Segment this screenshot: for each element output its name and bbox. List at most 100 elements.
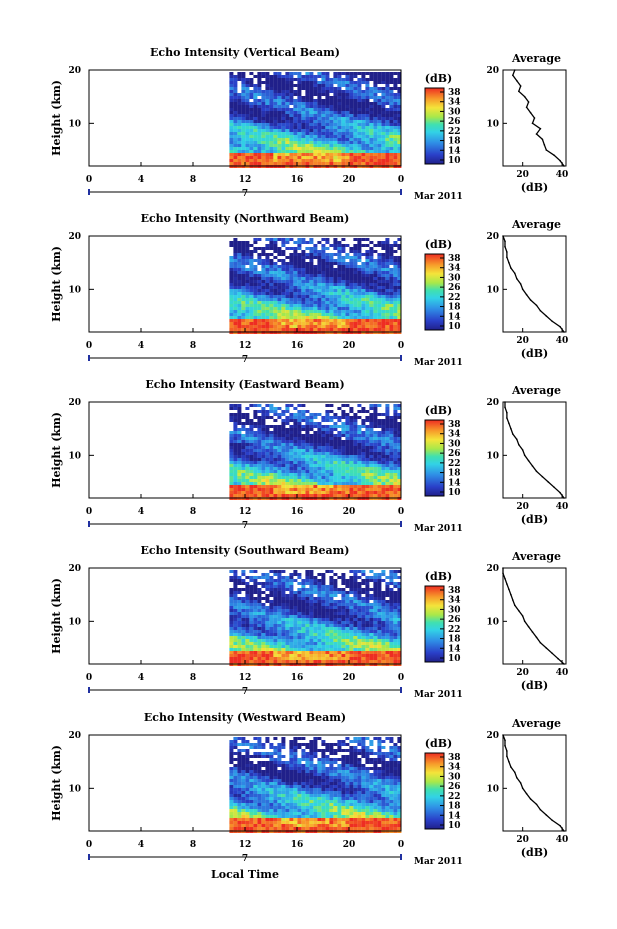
heatmap-cell [265, 93, 270, 96]
heatmap-cell [301, 446, 306, 449]
heatmap-cell [241, 280, 246, 283]
heatmap-cell [261, 283, 266, 286]
heatmap-cell [289, 141, 294, 144]
heatmap-cell [313, 612, 318, 615]
heatmap-cell [321, 99, 326, 102]
heatmap-cell [249, 633, 254, 636]
heatmap-cell [349, 150, 354, 153]
heatmap-cell [269, 476, 274, 479]
heatmap-cell [353, 325, 358, 328]
heatmap-cell [285, 654, 290, 657]
heatmap-cell [305, 488, 310, 491]
heatmap-cell [249, 576, 254, 579]
heatmap-cell [317, 141, 322, 144]
heatmap-cell [281, 624, 286, 627]
heatmap-cell [253, 603, 258, 606]
heatmap-cell [245, 325, 250, 328]
heatmap-cell [381, 476, 386, 479]
heatmap-cell [369, 458, 374, 461]
heatmap-cell [381, 286, 386, 289]
heatmap-cell [253, 156, 258, 159]
heatmap-cell [237, 93, 242, 96]
heatmap-cell [309, 597, 314, 600]
heatmap-cell [277, 310, 282, 313]
heatmap-cell [361, 117, 366, 120]
heatmap-cell [269, 259, 274, 262]
heatmap-cell [229, 304, 234, 307]
heatmap-cell [345, 591, 350, 594]
heatmap-cell [241, 81, 246, 84]
heatmap-cell [269, 654, 274, 657]
heatmap-cell [233, 440, 238, 443]
heatmap-cell [397, 265, 402, 268]
heatmap-cell [353, 301, 358, 304]
heatmap-cell [341, 458, 346, 461]
heatmap-cell [233, 446, 238, 449]
heatmap-cell [397, 304, 402, 307]
heatmap-cell [369, 120, 374, 123]
heatmap-cell [397, 153, 402, 156]
heatmap-cell [309, 657, 314, 660]
heatmap-cell [373, 162, 378, 165]
heatmap-cell [297, 473, 302, 476]
heatmap-cell [341, 105, 346, 108]
heatmap-cell [313, 87, 318, 90]
heatmap-cell [233, 322, 238, 325]
heatmap-cell [305, 422, 310, 425]
heatmap-cell [329, 256, 334, 259]
heatmap-cell [345, 633, 350, 636]
heatmap-cell [341, 99, 346, 102]
heatmap-cell [309, 250, 314, 253]
heatmap-cell [273, 425, 278, 428]
heatmap-cell [289, 404, 294, 407]
heatmap-cell [385, 440, 390, 443]
heatmap-cell [293, 458, 298, 461]
heatmap-cell [297, 642, 302, 645]
heatmap-cell [269, 274, 274, 277]
heatmap-cell [325, 597, 330, 600]
heatmap-cell [261, 639, 266, 642]
heatmap-cell [309, 147, 314, 150]
heatmap-cell [293, 295, 298, 298]
heatmap-cell [361, 162, 366, 165]
heatmap-cell [349, 111, 354, 114]
heatmap-cell [245, 105, 250, 108]
heatmap-cell [245, 479, 250, 482]
heatmap-cell [321, 156, 326, 159]
heatmap-cell [233, 473, 238, 476]
heatmap-cell [309, 307, 314, 310]
heatmap-cell [309, 419, 314, 422]
heatmap-cell [381, 464, 386, 467]
heatmap-cell [277, 328, 282, 331]
heatmap [229, 570, 402, 666]
heatmap-cell [229, 443, 234, 446]
heatmap-cell [345, 449, 350, 452]
heatmap-cell [241, 488, 246, 491]
heatmap-cell [349, 108, 354, 111]
heatmap-cell [385, 431, 390, 434]
heatmap-cell [313, 660, 318, 663]
heatmap-cell [293, 126, 298, 129]
heatmap-cell [281, 485, 286, 488]
heatmap-cell [325, 283, 330, 286]
heatmap-cell [269, 292, 274, 295]
heatmap-cell [333, 458, 338, 461]
heatmap-cell [297, 428, 302, 431]
heatmap-cell [393, 437, 398, 440]
heatmap-cell [337, 156, 342, 159]
heatmap-cell [361, 325, 366, 328]
heatmap-cell [389, 271, 394, 274]
heatmap-cell [309, 126, 314, 129]
heatmap-cell [285, 645, 290, 648]
heatmap-cell [253, 325, 258, 328]
heatmap-cell [301, 413, 306, 416]
heatmap-cell [265, 488, 270, 491]
heatmap-cell [265, 657, 270, 660]
heatmap-cell [257, 253, 262, 256]
colorbar-unit: (dB) [425, 238, 452, 251]
heatmap-cell [289, 289, 294, 292]
heatmap-cell [265, 328, 270, 331]
heatmap-cell [349, 298, 354, 301]
heatmap-cell [305, 576, 310, 579]
heatmap-cell [301, 428, 306, 431]
